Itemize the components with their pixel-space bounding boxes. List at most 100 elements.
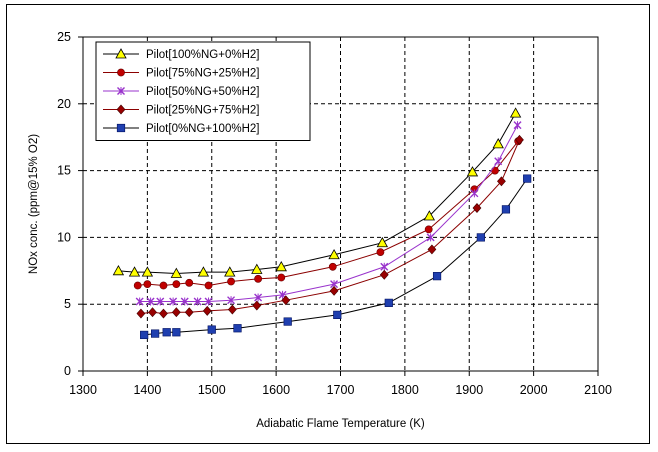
y-tick-label: 0 [64, 364, 71, 378]
series-line [137, 140, 519, 286]
data-point-triangle [112, 264, 125, 276]
data-point-square [501, 205, 511, 214]
data-point-circle [424, 225, 433, 234]
x-axis-title: Adiabatic Flame Temperature (K) [256, 418, 425, 430]
data-point-diamond [148, 307, 157, 318]
data-point-diamond [379, 269, 389, 280]
x-tick-label: 1900 [455, 383, 483, 397]
data-point-x [169, 297, 178, 306]
data-point-diamond [427, 244, 437, 255]
data-point-circle [328, 262, 337, 271]
data-point-x [204, 297, 213, 306]
series-4 [136, 134, 524, 319]
data-point-diamond [497, 176, 506, 187]
x-tick-label: 1500 [198, 383, 226, 397]
y-tick-label: 10 [57, 230, 71, 244]
data-point-x [513, 121, 522, 130]
data-point-diamond [136, 308, 146, 319]
legend-label: Pilot[0%NG+100%H2] [146, 123, 259, 135]
data-point-circle [143, 280, 152, 289]
x-tick-label: 2000 [520, 383, 548, 397]
series-2 [133, 137, 523, 290]
data-point-square [476, 233, 485, 242]
y-tick-label: 15 [57, 164, 71, 178]
series-layer [112, 107, 532, 340]
data-point-triangle [170, 267, 183, 278]
data-point-circle [204, 281, 213, 290]
data-point-diamond [515, 134, 524, 145]
data-point-diamond [281, 295, 291, 306]
legend-item: Pilot[75%NG+25%H2] [103, 68, 259, 80]
data-point-diamond [252, 300, 262, 311]
y-tick-label: 25 [57, 30, 71, 44]
data-point-circle [227, 277, 235, 286]
data-point-circle [254, 274, 262, 283]
data-point-x [156, 297, 165, 306]
data-point-square [162, 328, 171, 337]
data-point-diamond [116, 104, 126, 115]
series-5 [140, 174, 532, 340]
legend-label: Pilot[25%NG+75%H2] [146, 105, 259, 117]
data-point-triangle [128, 266, 141, 277]
data-point-square [140, 330, 149, 340]
data-point-x [180, 297, 189, 306]
data-point-circle [133, 281, 142, 290]
data-point-triangle [492, 138, 504, 149]
data-point-diamond [171, 307, 181, 318]
legend-label: Pilot[75%NG+25%H2] [146, 68, 259, 80]
data-point-triangle [224, 266, 236, 277]
data-point-x [494, 157, 503, 166]
data-point-square [116, 123, 126, 133]
data-point-square [172, 328, 181, 337]
data-point-diamond [472, 203, 482, 213]
y-tick-label: 5 [64, 297, 71, 311]
data-point-circle [159, 281, 168, 290]
series-line [118, 112, 517, 274]
data-point-x [193, 297, 202, 306]
data-point-triangle [197, 266, 210, 277]
data-point-x [254, 293, 263, 302]
data-point-circle [172, 280, 181, 289]
data-point-x [146, 297, 155, 306]
data-point-x [426, 233, 435, 242]
legend-item: Pilot[0%NG+100%H2] [103, 123, 259, 135]
y-tick-label: 20 [57, 97, 71, 111]
x-tick-label: 1300 [69, 383, 97, 397]
data-point-circle [491, 166, 499, 175]
data-point-triangle [423, 210, 436, 221]
data-point-square [384, 298, 393, 307]
data-point-triangle [466, 166, 479, 177]
data-point-diamond [202, 305, 212, 316]
data-point-triangle [115, 48, 127, 59]
series-line [139, 124, 518, 303]
data-point-x [117, 87, 125, 95]
data-point-triangle [275, 260, 287, 272]
data-point-x [380, 262, 389, 271]
x-tick-label: 1400 [133, 383, 161, 397]
x-tick-label: 1800 [391, 383, 419, 397]
x-tick-label: 1600 [262, 383, 290, 397]
x-tick-label: 2100 [584, 383, 612, 397]
data-point-circle [117, 68, 125, 77]
series-1 [112, 107, 522, 278]
data-point-diamond [159, 308, 168, 319]
axes: 1300 1400 1500 1600 1700 1800 1900 2000 2100 0 5 10… [57, 30, 612, 397]
chart-frame: 1300 1400 1500 1600 1700 1800 1900 2000 2100 0 5 10… [6, 4, 650, 444]
nox-chart: 1300 1400 1500 1600 1700 1800 1900 2000 2100 0 5 10… [28, 30, 612, 430]
data-point-square [432, 272, 442, 281]
data-point-circle [277, 273, 286, 282]
data-point-diamond [184, 307, 194, 318]
data-point-square [233, 324, 242, 333]
legend-item: Pilot[25%NG+75%H2] [103, 105, 259, 117]
data-point-x [227, 296, 236, 305]
legend-label: Pilot[100%NG+0%H2] [146, 49, 259, 61]
data-point-diamond [227, 304, 237, 315]
data-point-x [470, 189, 479, 198]
data-point-square [151, 329, 160, 338]
y-axis-title: NOx conc. (ppm@15% O2) [28, 134, 40, 274]
data-point-square [333, 310, 342, 319]
data-point-triangle [251, 263, 263, 274]
series-line [140, 139, 520, 315]
data-point-triangle [328, 248, 340, 260]
data-point-triangle [376, 236, 389, 248]
